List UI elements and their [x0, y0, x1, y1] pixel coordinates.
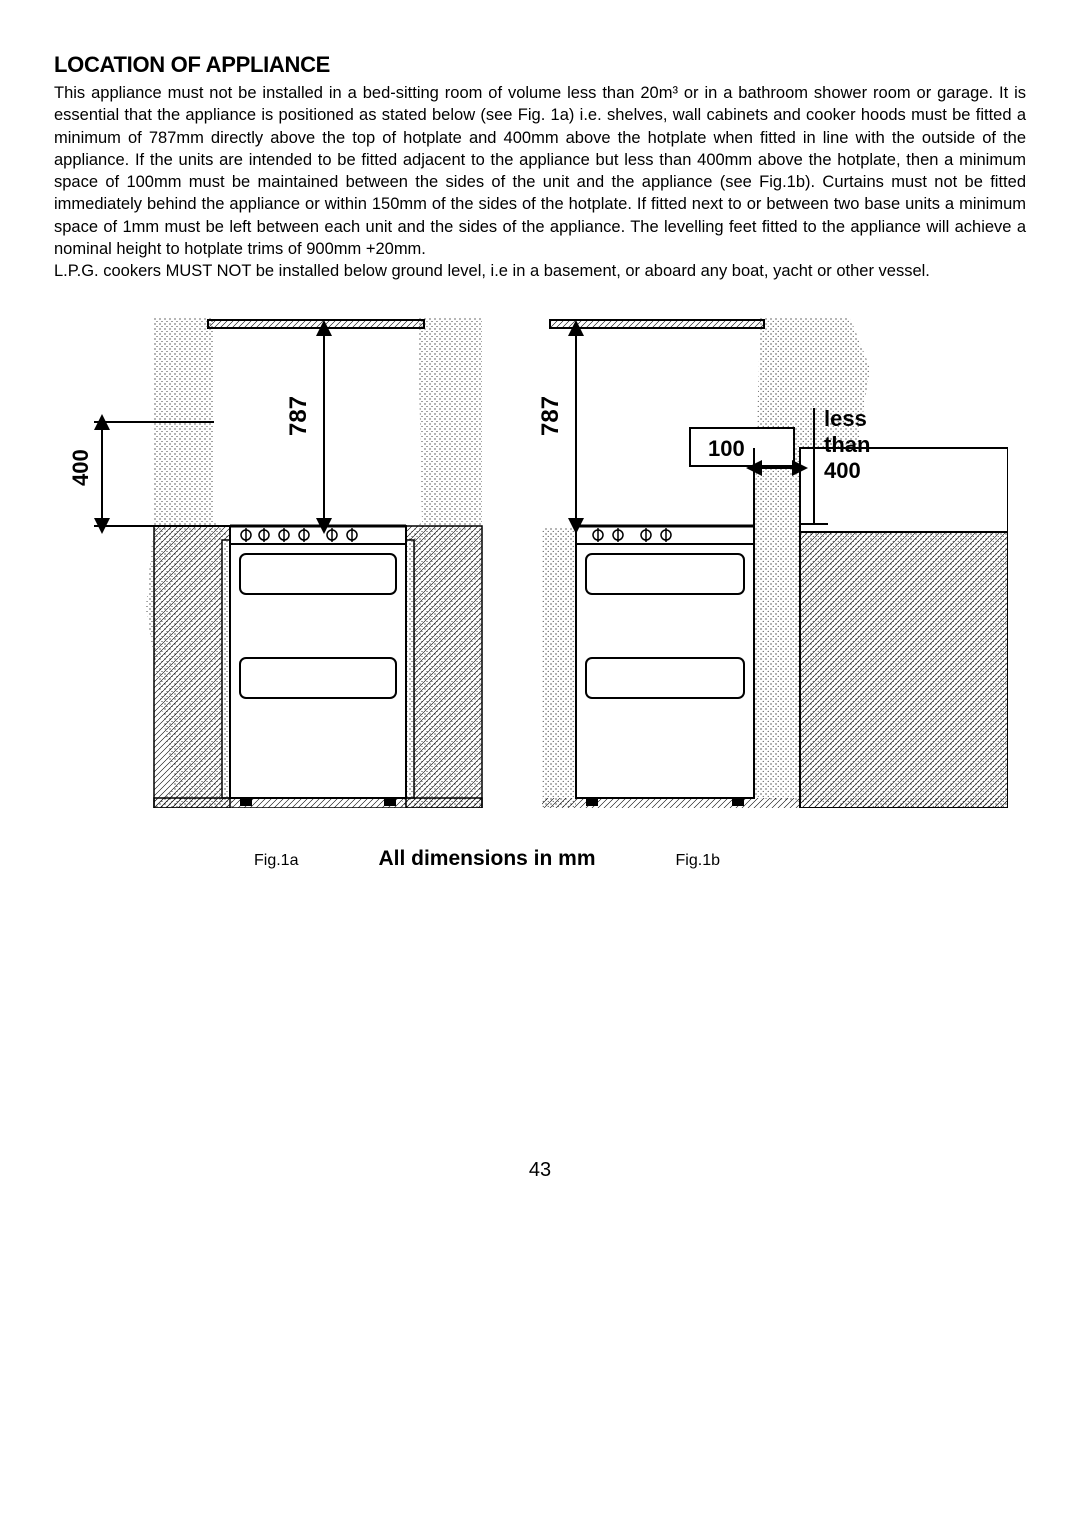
note-than: than [824, 432, 870, 457]
page-number: 43 [529, 1159, 551, 1182]
dim-100-b: 100 [708, 436, 745, 461]
dim-787-b: 787 [540, 396, 564, 436]
caption-row: Fig.1a All dimensions in mm Fig.1b [54, 847, 1026, 871]
note-400: 400 [824, 458, 861, 483]
figure-1a: 787 400 [54, 308, 506, 813]
all-dims-label: All dimensions in mm [378, 847, 595, 871]
paragraph-2: L.P.G. cookers MUST NOT be installed bel… [54, 260, 1026, 282]
figures-container: 787 400 [54, 308, 1026, 813]
dim-787-a: 787 [285, 396, 312, 436]
note-less: less [824, 406, 867, 431]
paragraph-1: This appliance must not be installed in … [54, 82, 1026, 260]
section-heading: LOCATION OF APPLIANCE [54, 52, 1026, 78]
fig-1a-label: Fig.1a [254, 852, 298, 870]
dim-400-a: 400 [68, 450, 93, 487]
fig-1b-label: Fig.1b [676, 852, 720, 870]
figure-1b: 787 100 less than 400 [540, 308, 1008, 813]
